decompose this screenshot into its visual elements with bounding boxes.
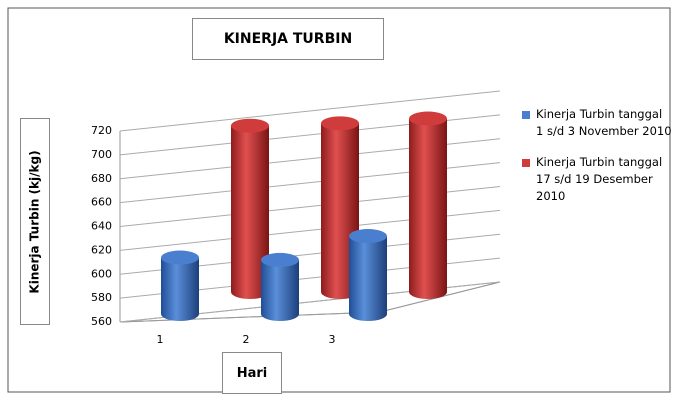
cylinder <box>261 259 299 321</box>
legend-item: Kinerja Turbin tanggal 1 s/d 3 November … <box>522 106 672 140</box>
y-tick-label: 720 <box>91 124 112 137</box>
cylinder <box>349 236 387 321</box>
y-tick-label: 600 <box>91 267 112 280</box>
cylinder-top <box>349 229 387 244</box>
legend-item: Kinerja Turbin tanggal 17 s/d 19 Desembe… <box>522 154 672 205</box>
cylinder-top <box>261 252 299 267</box>
legend-label: Kinerja Turbin tanggal 17 s/d 19 Desembe… <box>536 155 663 203</box>
x-tick-label: 2 <box>243 333 250 346</box>
y-tick-label: 660 <box>91 196 112 209</box>
cylinder <box>409 118 447 299</box>
y-tick-label: 620 <box>91 243 112 256</box>
x-tick-label: 3 <box>329 333 336 346</box>
x-tick-label: 1 <box>157 333 164 346</box>
chart-title: KINERJA TURBIN <box>192 18 384 60</box>
x-axis-label: Hari <box>222 352 282 394</box>
y-tick-label: 640 <box>91 220 112 233</box>
legend-swatch <box>522 111 530 119</box>
y-axis-label: Kinerja Turbin (kj/kg) <box>28 149 43 294</box>
floor-edge <box>119 311 381 323</box>
cylinder <box>161 257 199 321</box>
y-axis-box: Kinerja Turbin (kj/kg) <box>20 118 50 325</box>
y-tick-label: 700 <box>91 148 112 161</box>
cylinder-top <box>409 111 447 126</box>
grid-line <box>119 90 501 132</box>
cylinder <box>231 125 269 300</box>
cylinder-top <box>161 250 199 265</box>
legend-label: Kinerja Turbin tanggal 1 s/d 3 November … <box>536 107 672 138</box>
cylinder-top <box>321 116 359 131</box>
y-tick-label: 560 <box>91 315 112 328</box>
y-tick-label: 580 <box>91 291 112 304</box>
cylinder-top <box>231 118 269 133</box>
y-tick-label: 680 <box>91 172 112 185</box>
legend-swatch <box>522 159 530 167</box>
